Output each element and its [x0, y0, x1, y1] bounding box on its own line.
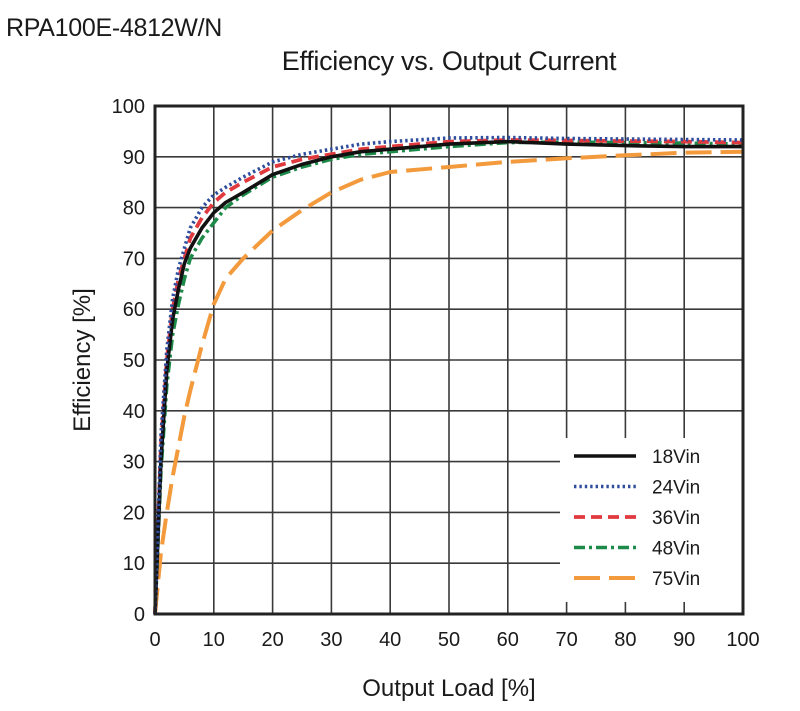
plot-frame — [153, 104, 745, 616]
series-line-24vin — [153, 135, 744, 615]
x-tick-label: 40 — [379, 629, 401, 651]
x-tick-label: 50 — [438, 629, 460, 651]
series-line-36vin — [153, 138, 744, 615]
model-label: RPA100E-4812W/N — [6, 14, 222, 42]
y-tick-label: 30 — [123, 452, 145, 474]
tick-labels: 0 10 20 30 40 50 60 70 80 90 100 0 10 20 30 40 50 60 70 80 9… — [112, 96, 760, 651]
series-line-48vin — [153, 140, 744, 615]
legend-box — [560, 438, 742, 602]
legend-label-24vin: 24Vin — [652, 478, 700, 499]
series-line-18vin — [153, 139, 743, 615]
y-tick-label: 0 — [134, 604, 145, 626]
series-line-75vin — [153, 149, 744, 615]
x-tick-label: 30 — [320, 629, 342, 651]
y-tick-label: 60 — [123, 299, 145, 321]
y-tick-label: 100 — [112, 96, 145, 118]
series-lines — [153, 135, 744, 615]
x-tick-label: 80 — [614, 629, 636, 651]
y-axis-label: Efficiency [%] — [69, 288, 96, 432]
y-tick-label: 40 — [123, 401, 145, 423]
y-tick-label: 50 — [123, 350, 145, 372]
legend-label-36vin: 36Vin — [652, 508, 700, 529]
x-axis-label: Output Load [%] — [362, 675, 535, 702]
legend: 18Vin 24Vin 36Vin 48Vin 75Vin — [574, 447, 700, 590]
legend-label-48vin: 48Vin — [652, 539, 700, 560]
x-tick-label: 90 — [673, 629, 695, 651]
y-tick-label: 10 — [123, 553, 145, 575]
y-tick-label: 90 — [123, 147, 145, 169]
y-tick-label: 70 — [123, 248, 145, 270]
y-tick-label: 80 — [123, 198, 145, 220]
x-tick-label: 20 — [261, 629, 283, 651]
legend-label-18vin: 18Vin — [652, 447, 700, 468]
x-tick-label: 60 — [497, 629, 519, 651]
legend-label-75vin: 75Vin — [652, 569, 700, 590]
x-tick-label: 0 — [149, 629, 160, 651]
x-tick-label: 100 — [726, 629, 759, 651]
x-tick-label: 70 — [555, 629, 577, 651]
y-tick-label: 20 — [123, 502, 145, 524]
x-tick-label: 10 — [203, 629, 225, 651]
chart-title: Efficiency vs. Output Current — [281, 46, 617, 76]
